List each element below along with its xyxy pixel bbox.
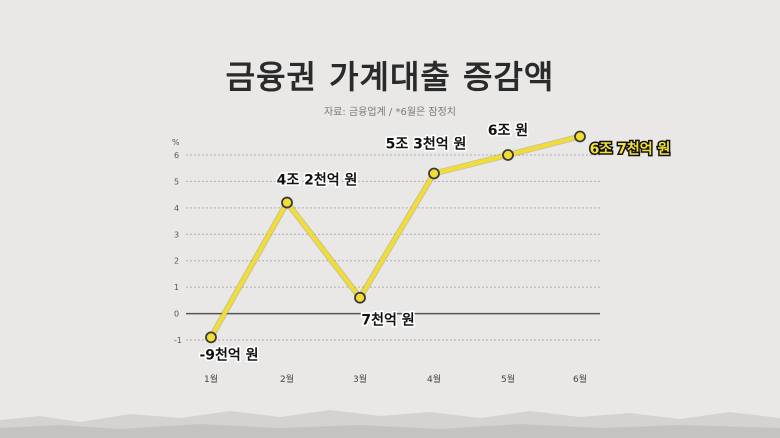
x-tick-label: 1월 [204,373,218,385]
data-labels-group: -9천억 원 4조 2천억 원 7천억 원 5조 3천억 원 6조 원 6조 7천억 원 [198,122,672,365]
y-axis-unit: % [172,138,180,147]
x-tick-label: 3월 [353,373,367,385]
data-point [502,149,514,161]
series-line-group [208,133,581,339]
y-tick-label: 2 [174,257,179,266]
source-note: 자료: 금융업계 / *6월은 잠정치 [323,107,456,118]
data-label: 7천억 원 [361,313,414,329]
y-tick-label: 6 [174,151,179,160]
data-point [354,291,366,304]
x-tick-label: 2월 [280,373,294,385]
paper-tear-bottom [0,410,780,438]
data-point [205,331,217,344]
data-point [428,167,440,180]
markers-group [205,130,586,344]
data-label: 6조 원 [488,123,528,139]
y-tick-label: 1 [174,283,179,292]
y-tick-labels: -1 0 1 2 3 4 5 6 [174,151,182,345]
x-tick-label: 5월 [501,373,515,385]
y-tick-label: 5 [174,177,179,186]
data-label: -9천억 원 [199,347,258,363]
x-tick-label: 4월 [427,373,441,385]
series-line [209,134,581,339]
data-point [574,130,586,143]
x-tick-labels: 1월 2월 3월 4월 5월 6월 [204,373,587,385]
data-label: 5조 3천억 원 [386,137,467,153]
y-tick-label: 0 [174,310,179,319]
y-tick-label: -1 [174,336,182,345]
chart-title: 금융권 가계대출 증감액 [225,58,555,96]
data-label: 6조 7천억 원 [590,142,671,158]
x-tick-label: 6월 [573,373,587,385]
data-point [281,196,293,209]
data-label: 4조 2천억 원 [277,173,358,189]
y-tick-label: 3 [174,230,179,239]
y-tick-label: 4 [174,204,179,213]
